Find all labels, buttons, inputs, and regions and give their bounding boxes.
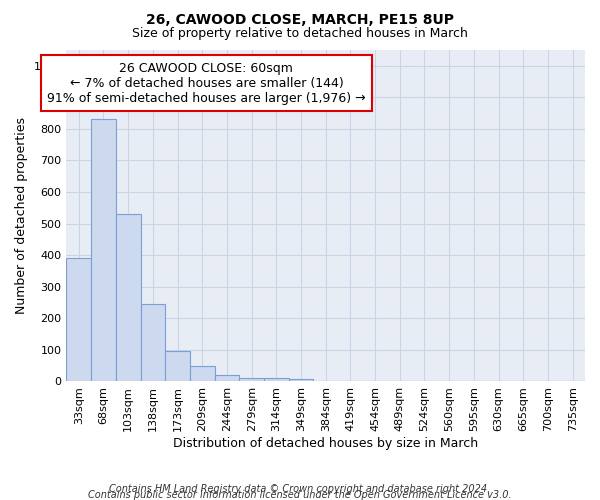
Text: 26, CAWOOD CLOSE, MARCH, PE15 8UP: 26, CAWOOD CLOSE, MARCH, PE15 8UP	[146, 12, 454, 26]
Bar	[239, 378, 264, 382]
Text: Contains HM Land Registry data © Crown copyright and database right 2024.: Contains HM Land Registry data © Crown c…	[109, 484, 491, 494]
Bar	[165, 352, 190, 382]
Text: Size of property relative to detached houses in March: Size of property relative to detached ho…	[132, 28, 468, 40]
Y-axis label: Number of detached properties: Number of detached properties	[15, 117, 28, 314]
Text: 26 CAWOOD CLOSE: 60sqm
← 7% of detached houses are smaller (144)
91% of semi-det: 26 CAWOOD CLOSE: 60sqm ← 7% of detached …	[47, 62, 366, 104]
X-axis label: Distribution of detached houses by size in March: Distribution of detached houses by size …	[173, 437, 478, 450]
Bar	[190, 366, 215, 382]
Bar	[91, 120, 116, 382]
Bar	[215, 375, 239, 382]
Bar	[67, 258, 91, 382]
Bar	[140, 304, 165, 382]
Bar	[116, 214, 140, 382]
Bar	[264, 378, 289, 382]
Text: Contains public sector information licensed under the Open Government Licence v3: Contains public sector information licen…	[88, 490, 512, 500]
Bar	[289, 379, 313, 382]
